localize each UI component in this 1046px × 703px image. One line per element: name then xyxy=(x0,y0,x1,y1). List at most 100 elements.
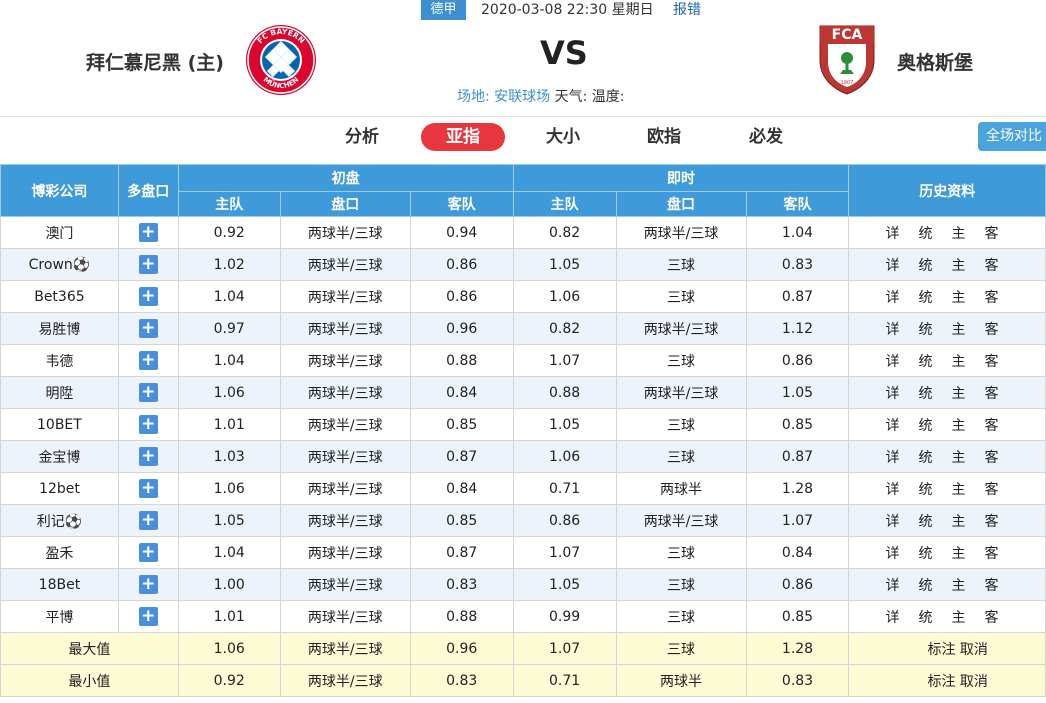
tab-asian-handicap[interactable]: 亚指 xyxy=(421,123,505,151)
venue-link[interactable]: 安联球场 xyxy=(494,89,551,105)
home-history-link[interactable]: 主 xyxy=(951,609,966,626)
away-history-link[interactable]: 客 xyxy=(984,257,999,274)
live-handicap[interactable]: 三球 xyxy=(615,248,747,281)
detail-link[interactable]: 详 xyxy=(885,417,900,434)
detail-link[interactable]: 详 xyxy=(885,449,900,466)
live-away-odds[interactable]: 0.86 xyxy=(745,568,850,601)
live-handicap[interactable]: 三球 xyxy=(615,600,747,633)
live-handicap[interactable]: 两球半/三球 xyxy=(615,216,747,249)
stats-link[interactable]: 统 xyxy=(918,577,933,594)
live-handicap[interactable]: 两球半 xyxy=(615,472,747,505)
home-history-link[interactable]: 主 xyxy=(951,225,966,242)
away-history-link[interactable]: 客 xyxy=(984,513,999,530)
home-history-link[interactable]: 主 xyxy=(951,449,966,466)
live-handicap[interactable]: 三球 xyxy=(615,280,747,313)
company-name[interactable]: 盈禾 xyxy=(0,536,119,569)
live-home-odds[interactable]: 1.05 xyxy=(512,408,617,441)
home-history-link[interactable]: 主 xyxy=(951,385,966,402)
home-team-name[interactable]: 拜仁慕尼黑 (主) xyxy=(86,52,224,74)
home-history-link[interactable]: 主 xyxy=(951,257,966,274)
live-handicap[interactable]: 三球 xyxy=(615,568,747,601)
report-error-link[interactable]: 报错 xyxy=(673,2,701,18)
stats-link[interactable]: 统 xyxy=(918,481,933,498)
company-name[interactable]: 利记⚽ xyxy=(0,504,119,537)
mark-cancel-links[interactable]: 标注 取消 xyxy=(848,632,1046,665)
plus-icon[interactable]: + xyxy=(138,479,158,498)
stats-link[interactable]: 统 xyxy=(918,513,933,530)
company-name[interactable]: 18Bet xyxy=(0,568,119,601)
live-handicap[interactable]: 三球 xyxy=(615,408,747,441)
plus-icon[interactable]: + xyxy=(138,255,158,274)
plus-icon[interactable]: + xyxy=(138,511,158,530)
plus-icon[interactable]: + xyxy=(138,351,158,370)
company-name[interactable]: 易胜博 xyxy=(0,312,119,345)
live-away-odds[interactable]: 0.85 xyxy=(745,408,850,441)
tab-analysis[interactable]: 分析 xyxy=(345,127,379,147)
company-name[interactable]: 韦德 xyxy=(0,344,119,377)
live-handicap[interactable]: 两球半/三球 xyxy=(615,312,747,345)
live-home-odds[interactable]: 1.07 xyxy=(512,344,617,377)
plus-icon[interactable]: + xyxy=(138,383,158,402)
away-history-link[interactable]: 客 xyxy=(984,289,999,306)
live-home-odds[interactable]: 1.06 xyxy=(512,280,617,313)
tab-over-under[interactable]: 大小 xyxy=(546,127,580,147)
live-home-odds[interactable]: 1.05 xyxy=(512,248,617,281)
live-away-odds[interactable]: 0.87 xyxy=(745,440,850,473)
plus-icon[interactable]: + xyxy=(138,447,158,466)
detail-link[interactable]: 详 xyxy=(885,513,900,530)
away-history-link[interactable]: 客 xyxy=(984,481,999,498)
plus-icon[interactable]: + xyxy=(138,607,158,626)
home-history-link[interactable]: 主 xyxy=(951,321,966,338)
detail-link[interactable]: 详 xyxy=(885,257,900,274)
home-history-link[interactable]: 主 xyxy=(951,417,966,434)
detail-link[interactable]: 详 xyxy=(885,225,900,242)
company-name[interactable]: 平博 xyxy=(0,600,119,633)
live-handicap[interactable]: 两球半/三球 xyxy=(615,376,747,409)
detail-link[interactable]: 详 xyxy=(885,353,900,370)
away-history-link[interactable]: 客 xyxy=(984,353,999,370)
full-compare-button[interactable]: 全场对比 xyxy=(978,122,1046,151)
plus-icon[interactable]: + xyxy=(138,223,158,242)
detail-link[interactable]: 详 xyxy=(885,321,900,338)
stats-link[interactable]: 统 xyxy=(918,385,933,402)
tab-european-odds[interactable]: 欧指 xyxy=(647,127,681,147)
stats-link[interactable]: 统 xyxy=(918,225,933,242)
detail-link[interactable]: 详 xyxy=(885,385,900,402)
plus-icon[interactable]: + xyxy=(138,319,158,338)
live-away-odds[interactable]: 0.86 xyxy=(745,344,850,377)
live-handicap[interactable]: 两球半/三球 xyxy=(615,504,747,537)
away-history-link[interactable]: 客 xyxy=(984,417,999,434)
live-home-odds[interactable]: 0.99 xyxy=(512,600,617,633)
live-home-odds[interactable]: 0.71 xyxy=(512,472,617,505)
live-away-odds[interactable]: 1.12 xyxy=(745,312,850,345)
away-team-name[interactable]: 奥格斯堡 xyxy=(897,52,974,74)
detail-link[interactable]: 详 xyxy=(885,481,900,498)
stats-link[interactable]: 统 xyxy=(918,417,933,434)
home-history-link[interactable]: 主 xyxy=(951,545,966,562)
stats-link[interactable]: 统 xyxy=(918,321,933,338)
plus-icon[interactable]: + xyxy=(138,543,158,562)
plus-icon[interactable]: + xyxy=(138,415,158,434)
away-history-link[interactable]: 客 xyxy=(984,577,999,594)
company-name[interactable]: 金宝博 xyxy=(0,440,119,473)
live-home-odds[interactable]: 1.05 xyxy=(512,568,617,601)
live-home-odds[interactable]: 0.82 xyxy=(512,312,617,345)
live-home-odds[interactable]: 1.07 xyxy=(512,536,617,569)
away-history-link[interactable]: 客 xyxy=(984,449,999,466)
company-name[interactable]: 10BET xyxy=(0,408,119,441)
live-handicap[interactable]: 三球 xyxy=(615,536,747,569)
live-handicap[interactable]: 三球 xyxy=(615,344,747,377)
home-history-link[interactable]: 主 xyxy=(951,577,966,594)
live-away-odds[interactable]: 1.07 xyxy=(745,504,850,537)
live-home-odds[interactable]: 0.82 xyxy=(512,216,617,249)
detail-link[interactable]: 详 xyxy=(885,545,900,562)
live-home-odds[interactable]: 1.06 xyxy=(512,440,617,473)
away-history-link[interactable]: 客 xyxy=(984,321,999,338)
company-name[interactable]: Crown⚽ xyxy=(0,248,119,281)
company-name[interactable]: 明陞 xyxy=(0,376,119,409)
live-away-odds[interactable]: 0.87 xyxy=(745,280,850,313)
detail-link[interactable]: 详 xyxy=(885,577,900,594)
away-history-link[interactable]: 客 xyxy=(984,225,999,242)
home-history-link[interactable]: 主 xyxy=(951,353,966,370)
live-away-odds[interactable]: 0.84 xyxy=(745,536,850,569)
